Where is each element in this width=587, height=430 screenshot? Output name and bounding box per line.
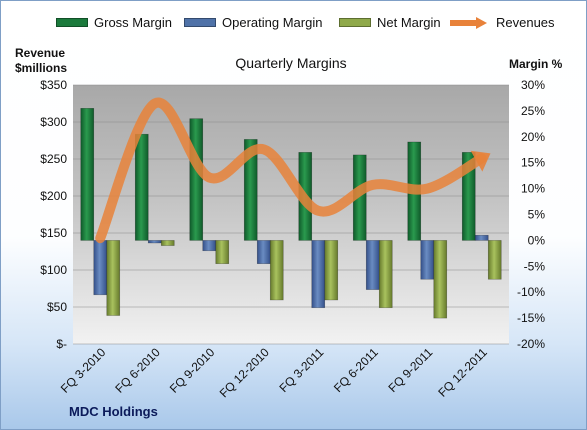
right-axis-tick-label: -15% xyxy=(517,311,545,325)
net-margin-bar xyxy=(269,240,284,301)
left-axis-tick-label: $350 xyxy=(40,78,67,92)
left-axis-tick-label: $250 xyxy=(40,152,67,166)
right-axis-tick-label: 20% xyxy=(521,130,545,144)
left-axis-tick-label: $50 xyxy=(47,300,67,314)
gross-margin-bar xyxy=(80,108,95,241)
legend-label-net-margin: Net Margin xyxy=(377,15,441,30)
right-axis-tick-label: 10% xyxy=(521,182,545,196)
left-axis-tick-label: $200 xyxy=(40,189,67,203)
operating-margin-bar xyxy=(311,240,326,309)
category-label: FQ 12-2011 xyxy=(435,345,490,400)
revenues-arrowhead xyxy=(470,150,491,172)
revenues-arrow-icon xyxy=(450,16,487,29)
category-label: FQ 6-2010 xyxy=(112,345,163,396)
legend-item-net-margin: Net Margin xyxy=(339,15,441,30)
category-label: FQ 3-2010 xyxy=(58,345,109,396)
chart-title: Quarterly Margins xyxy=(235,55,347,71)
right-axis-title: Margin % xyxy=(509,57,563,71)
operating-margin-bar xyxy=(365,240,380,290)
net-margin-bar xyxy=(106,240,121,316)
legend-label-revenues: Revenues xyxy=(496,15,555,30)
revenues-line xyxy=(95,97,487,244)
gross-margin-bar xyxy=(189,118,204,241)
legend-label-operating-margin: Operating Margin xyxy=(222,15,323,30)
net-margin-bar xyxy=(324,240,339,301)
gross-margin-bar xyxy=(243,139,258,241)
left-axis-tick-label: $100 xyxy=(40,263,67,277)
net-margin-swatch xyxy=(339,18,371,27)
right-axis-tick-label: -20% xyxy=(517,337,545,351)
right-axis-tick-label: 15% xyxy=(521,156,545,170)
category-label: FQ 6-2011 xyxy=(331,345,381,395)
operating-margin-bar xyxy=(256,240,271,265)
company-name: MDC Holdings xyxy=(69,404,158,419)
category-label: FQ 12-2010 xyxy=(217,345,272,400)
category-label: FQ 9-2011 xyxy=(386,345,436,395)
net-margin-bar xyxy=(378,240,393,309)
operating-margin-bar xyxy=(202,240,217,252)
right-axis-tick-label: 0% xyxy=(528,233,546,247)
left-axis-tick-label: $- xyxy=(56,337,67,351)
legend-label-gross-margin: Gross Margin xyxy=(94,15,173,30)
operating-margin-bar xyxy=(147,240,162,244)
category-label: FQ 3-2011 xyxy=(277,345,327,395)
gross-margin-bar xyxy=(134,133,149,241)
net-margin-bar xyxy=(433,240,448,319)
left-axis-title: Revenue $millions xyxy=(15,46,67,76)
net-margin-bar xyxy=(215,240,230,265)
right-axis-tick-label: 25% xyxy=(521,104,545,118)
left-axis-tick-label: $150 xyxy=(40,226,67,240)
chart-legend: Gross Margin Operating Margin Net Margin… xyxy=(1,1,586,31)
net-margin-bar xyxy=(160,240,175,246)
operating-margin-bar xyxy=(420,240,435,280)
net-margin-bar xyxy=(487,240,502,280)
right-axis-tick-label: 5% xyxy=(528,208,546,222)
operating-margin-swatch xyxy=(184,18,216,27)
right-axis-tick-label: 30% xyxy=(521,78,545,92)
operating-margin-bar xyxy=(474,234,489,241)
right-axis-tick-label: -5% xyxy=(524,259,546,273)
right-axis-tick-label: -10% xyxy=(517,285,545,299)
left-axis-tick-label: $300 xyxy=(40,115,67,129)
gross-margin-swatch xyxy=(56,18,88,27)
legend-item-operating-margin: Operating Margin xyxy=(184,15,322,30)
left-axis-title-line2: $millions xyxy=(15,61,68,75)
legend-item-revenues: Revenues xyxy=(448,15,555,30)
category-label: FQ 9-2010 xyxy=(167,345,218,396)
legend-item-gross-margin: Gross Margin xyxy=(56,15,172,30)
operating-margin-bar xyxy=(93,240,108,296)
left-axis-title-line1: Revenue xyxy=(15,46,66,60)
